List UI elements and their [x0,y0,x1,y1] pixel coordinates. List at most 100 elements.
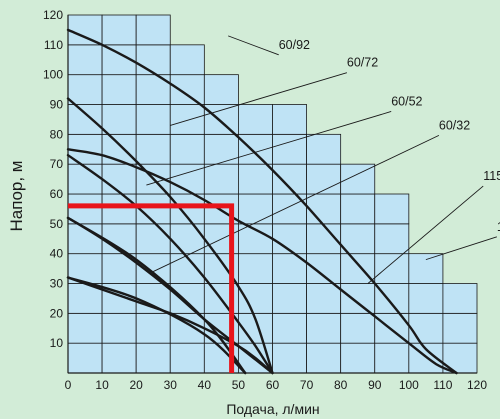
x-tick-label: 30 [164,378,178,392]
grid-cell [67,342,103,374]
y-axis-label: Напор, м [7,161,26,232]
y-tick-label: 80 [50,127,64,141]
x-tick-label: 80 [334,378,348,392]
x-tick-label: 120 [467,378,487,392]
leader-line-60-52 [146,111,392,186]
grid-cell [374,283,410,314]
y-tick-label: 110 [44,38,63,52]
grid-cell [306,163,342,195]
y-tick-label: 50 [50,217,64,231]
grid-cell [135,283,171,314]
grid-cell [101,74,137,105]
curve-unlabeled [66,276,247,375]
x-tick-label: 50 [232,378,246,392]
grid-cell [67,104,103,135]
curve-60-72 [66,97,274,375]
grid-cell [408,312,444,344]
grid-cell [340,342,376,374]
grid-cell [169,44,205,76]
grid-cell [374,193,410,225]
grid-cell [135,193,171,225]
x-tick-label: 60 [266,378,280,392]
grid-cell [135,253,171,284]
grid-cell [272,193,307,225]
grid-layer [67,14,478,374]
series-label-60-32: 60/32 [439,118,470,132]
grid-cell [272,223,307,255]
curve-60-92 [66,28,458,375]
y-tick-label: 10 [50,336,64,350]
grid-cell [101,104,137,135]
grid-cell [374,342,410,374]
grid-cell [135,104,171,135]
series-label-60-92: 60/92 [279,38,310,52]
grid-cell [203,104,239,135]
grid-cell [203,163,239,195]
series-label-115-115: 115/115 [483,169,500,183]
grid-cell [169,283,205,314]
leader-line-115-75 [425,236,497,261]
operating-point-lines [68,203,235,373]
grid-cell [272,312,307,344]
x-tick-label: 40 [198,378,212,392]
grid-cell [272,163,307,195]
y-tick-label: 90 [50,98,64,112]
grid-cell [238,163,273,195]
grid-cell [169,104,205,135]
series-label-60-72: 60/72 [347,56,378,70]
grid-cell [169,133,205,165]
x-tick-label: 70 [300,378,314,392]
grid-cell [238,133,273,165]
x-tick-label: 100 [399,378,419,392]
grid-cell [67,312,103,344]
grid-cell [442,312,478,344]
grid-cell [238,104,273,135]
grid-cell [101,193,137,225]
grid-cell [135,223,171,255]
grid-cell [306,193,342,225]
grid-cell [272,342,307,374]
grid-cell [203,74,239,105]
curve-60-52 [66,154,274,375]
grid-cell [67,163,103,195]
y-tick-label: 20 [50,306,64,320]
grid-cell [203,133,239,165]
grid-cell [272,104,307,135]
y-tick-label: 30 [50,277,64,291]
y-tick-label: 120 [43,8,63,22]
x-tick-label: 110 [433,378,452,392]
y-tick-label: 40 [50,247,64,261]
leader-line-115-115 [367,185,484,284]
grid-cell [67,74,103,105]
grid-cell [169,342,205,374]
grid-cell [135,44,171,76]
leader-line-60-32 [153,134,440,272]
grid-cell [101,342,137,374]
grid-cell [306,133,342,165]
grid-cell [272,283,307,314]
operating-point-marker [68,203,235,373]
grid-cell [306,253,342,284]
grid-cell [238,253,273,284]
curve-115-75 [66,276,274,375]
grid-cell [306,283,342,314]
grid-cell [340,283,376,314]
grid-cell [340,312,376,344]
grid-cell [306,342,342,374]
grid-cell [169,74,205,105]
curve-unlabeled [66,216,247,375]
grid-cell [238,283,273,314]
grid-cell [135,312,171,344]
grid-cell [135,133,171,165]
series-labels: 60/92 60/72 60/52 60/32 115/115 115/75 [146,35,500,284]
grid-cell [272,133,307,165]
y-tick-label: 70 [50,157,64,171]
curve-115-115 [66,148,458,375]
tick-labels: 0 10 20 30 40 50 60 70 80 90 100 110 120 10 20 30 40 50 60… [43,8,487,392]
x-tick-label: 0 [65,378,72,392]
leader-line-60-72 [170,72,348,126]
grid-cell [238,193,273,225]
series-label-115-75: 115/75 [497,220,500,234]
grid-cell [101,163,137,195]
grid-cell [67,44,103,76]
